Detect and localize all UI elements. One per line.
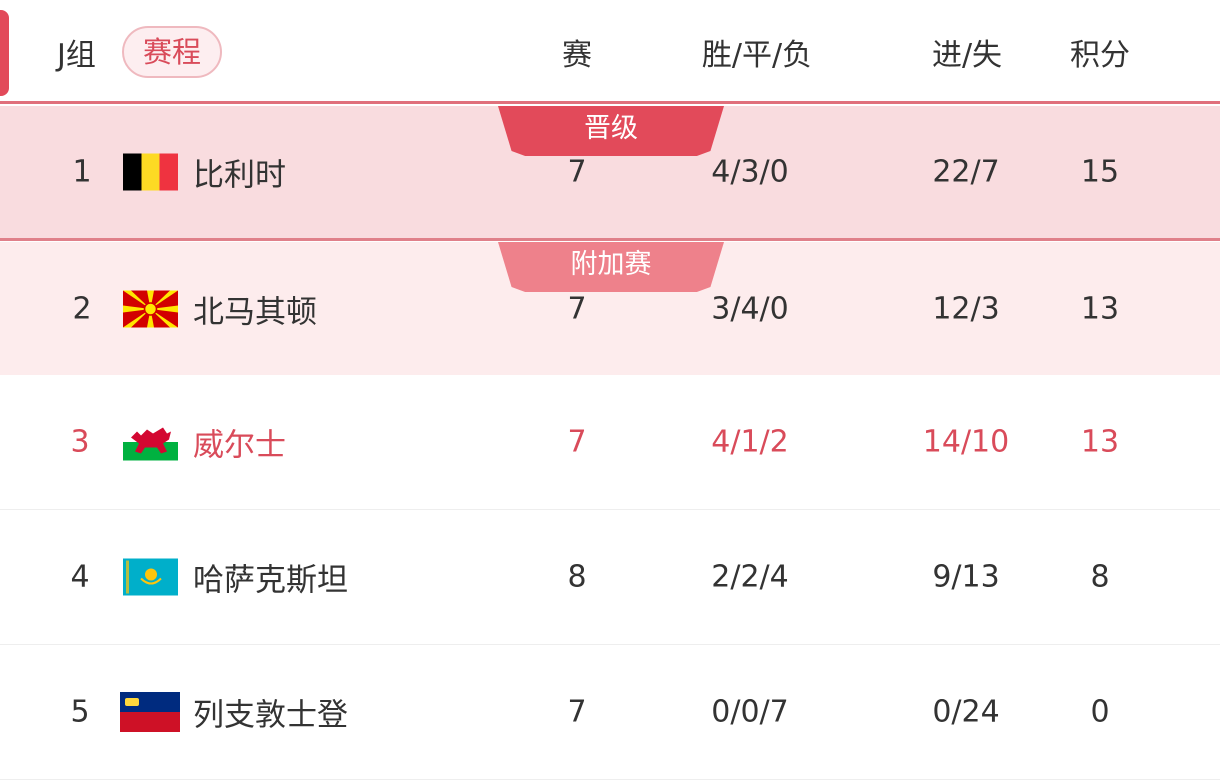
wdl: 3/4/0 xyxy=(711,291,789,326)
wdl: 0/0/7 xyxy=(711,694,789,730)
wdl: 4/1/2 xyxy=(711,424,789,460)
team-name: 威尔士 xyxy=(193,427,286,464)
points: 15 xyxy=(1080,154,1120,190)
played: 8 xyxy=(567,559,587,595)
header-played: 赛 xyxy=(562,38,592,73)
table-row[interactable]: 5 列支敦士登 7 0/0/7 0/24 0 xyxy=(0,645,1220,780)
table-row[interactable]: 3 威尔士 7 4/1/2 14/10 13 xyxy=(0,375,1220,510)
qualified-badge: 晋级 xyxy=(498,106,724,156)
points: 0 xyxy=(1090,694,1110,730)
team-name: 哈萨克斯坦 xyxy=(193,562,348,599)
wdl: 2/2/4 xyxy=(711,559,789,595)
accent-bar xyxy=(0,10,9,96)
header-goals: 进/失 xyxy=(931,38,1003,73)
table-row[interactable]: 4 哈萨克斯坦 8 2/2/4 9/13 8 xyxy=(0,510,1220,645)
table-header: J组 赛程 赛 胜/平/负 进/失 积分 xyxy=(0,0,1220,104)
points: 13 xyxy=(1080,291,1120,326)
north-macedonia-flag-icon xyxy=(123,290,178,327)
goals: 14/10 xyxy=(922,424,1010,460)
header-wdl: 胜/平/负 xyxy=(701,38,813,73)
points: 8 xyxy=(1090,559,1110,595)
team-name: 北马其顿 xyxy=(193,294,317,330)
team-name: 比利时 xyxy=(193,157,286,194)
played: 7 xyxy=(567,291,587,326)
wdl: 4/3/0 xyxy=(711,154,789,190)
goals: 12/3 xyxy=(932,291,1000,326)
playoff-badge: 附加赛 xyxy=(498,242,724,292)
points: 13 xyxy=(1080,424,1120,460)
table-row[interactable]: 附加赛 2 北马其顿 7 3/4/0 12/3 13 xyxy=(0,242,1220,375)
table-row[interactable]: 晋级 1 比利时 7 4/3/0 22/7 15 xyxy=(0,106,1220,241)
rank: 4 xyxy=(70,559,90,595)
goals: 0/24 xyxy=(932,694,1000,730)
rank: 2 xyxy=(72,291,92,326)
header-points: 积分 xyxy=(1070,38,1130,73)
rank: 5 xyxy=(70,694,90,730)
played: 7 xyxy=(567,424,587,460)
played: 7 xyxy=(567,694,587,730)
kazakhstan-flag-icon xyxy=(123,558,178,596)
team-name: 列支敦士登 xyxy=(193,697,348,734)
rank: 1 xyxy=(72,154,92,190)
goals: 9/13 xyxy=(932,559,1000,595)
group-title: J组 xyxy=(57,38,96,73)
schedule-button[interactable]: 赛程 xyxy=(122,26,222,78)
liechtenstein-flag-icon xyxy=(120,692,180,732)
rank: 3 xyxy=(70,424,90,460)
wales-flag-icon xyxy=(123,423,178,461)
played: 7 xyxy=(567,154,587,190)
goals: 22/7 xyxy=(932,154,1000,190)
belgium-flag-icon xyxy=(123,153,178,191)
